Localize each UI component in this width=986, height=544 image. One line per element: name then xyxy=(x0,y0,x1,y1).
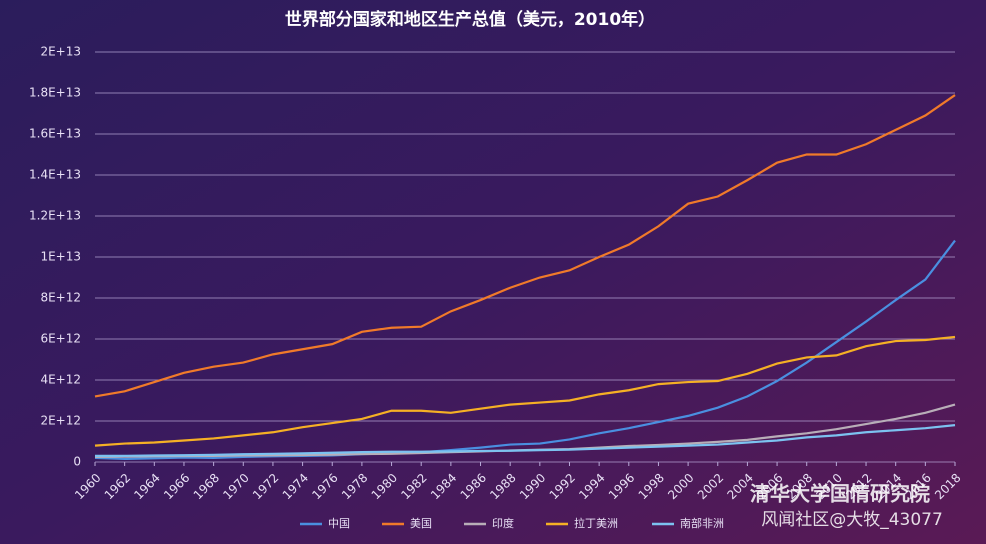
y-tick-label: 0 xyxy=(73,455,81,469)
y-tick-label: 4E+12 xyxy=(40,373,81,387)
y-tick-label: 1.4E+13 xyxy=(29,168,81,182)
watermark: 风闻社区@大牧_43077 xyxy=(761,510,943,530)
chart-title: 世界部分国家和地区生产总值（美元，2010年） xyxy=(285,9,655,30)
y-tick-label: 1.2E+13 xyxy=(29,209,81,223)
legend-label: 拉丁美洲 xyxy=(574,516,618,530)
legend-label: 南部非洲 xyxy=(680,516,724,530)
y-tick-label: 2E+12 xyxy=(40,414,81,428)
series-line xyxy=(95,424,956,457)
y-tick-label: 1.6E+13 xyxy=(29,127,81,141)
y-tick-label: 6E+12 xyxy=(40,332,81,346)
y-tick-label: 8E+12 xyxy=(40,291,81,305)
legend-label: 美国 xyxy=(410,517,432,530)
series-line xyxy=(94,335,956,447)
series-line xyxy=(94,94,956,398)
legend-label: 中国 xyxy=(328,517,350,530)
y-tick-label: 2E+13 xyxy=(40,45,81,59)
series-line xyxy=(94,239,956,461)
y-tick-label: 1.8E+13 xyxy=(29,86,81,100)
watermark: 清华大学国情研究院 xyxy=(750,482,930,506)
legend-label: 印度 xyxy=(492,516,514,530)
y-tick-label: 1E+13 xyxy=(40,250,81,264)
